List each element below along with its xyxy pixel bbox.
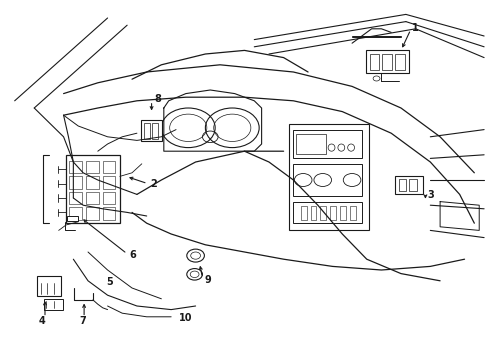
Bar xyxy=(86,192,99,204)
Bar xyxy=(369,54,379,70)
Bar xyxy=(398,179,406,191)
Bar xyxy=(37,276,61,296)
Text: 3: 3 xyxy=(426,190,433,200)
Bar xyxy=(86,176,99,189)
Bar xyxy=(296,134,325,154)
Bar xyxy=(69,192,82,204)
Bar xyxy=(102,192,115,204)
Bar xyxy=(69,176,82,189)
Bar xyxy=(141,120,162,141)
Bar xyxy=(349,206,355,220)
Bar xyxy=(102,161,115,173)
Bar xyxy=(102,207,115,220)
Bar xyxy=(102,176,115,189)
Text: 1: 1 xyxy=(411,23,418,33)
Text: 4: 4 xyxy=(39,316,46,326)
Text: 8: 8 xyxy=(154,94,161,104)
Bar xyxy=(152,123,158,139)
Text: 10: 10 xyxy=(178,312,192,323)
Bar xyxy=(86,161,99,173)
Text: 7: 7 xyxy=(79,316,86,326)
Bar xyxy=(69,207,82,220)
Bar xyxy=(43,299,63,310)
Text: 5: 5 xyxy=(106,276,113,287)
Bar xyxy=(320,206,325,220)
Text: 9: 9 xyxy=(204,275,211,285)
Text: 2: 2 xyxy=(150,179,157,189)
Bar xyxy=(382,54,391,70)
Bar xyxy=(293,130,361,158)
Bar xyxy=(69,161,82,173)
Bar xyxy=(329,206,335,220)
Bar xyxy=(394,176,422,194)
Bar xyxy=(86,207,99,220)
Bar xyxy=(339,206,345,220)
Bar xyxy=(66,216,78,221)
Bar xyxy=(310,206,316,220)
Bar xyxy=(365,50,408,73)
Bar xyxy=(288,124,368,230)
Bar xyxy=(66,155,120,223)
Bar xyxy=(144,123,150,139)
Text: 6: 6 xyxy=(129,250,136,260)
Bar xyxy=(394,54,404,70)
Bar xyxy=(293,164,361,196)
Bar xyxy=(293,202,361,223)
Bar xyxy=(300,206,306,220)
Bar xyxy=(408,179,416,191)
